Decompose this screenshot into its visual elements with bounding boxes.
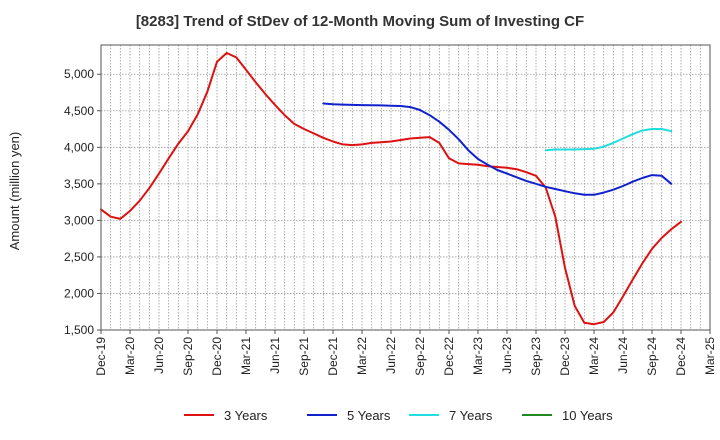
x-tick-label: Dec-22	[442, 337, 456, 376]
legend-label-7-years: 7 Years	[449, 408, 493, 423]
plot-series	[100, 52, 682, 326]
x-tick-label: Mar-21	[239, 337, 253, 375]
y-axis-label: Amount (million yen)	[7, 132, 22, 251]
y-tick-label: 4,000	[64, 140, 94, 154]
x-tick-label: Jun-24	[616, 337, 630, 374]
x-tick-label: Jun-22	[384, 337, 398, 374]
grid	[101, 45, 710, 331]
legend-label-5-years: 5 Years	[347, 408, 391, 423]
series-line-3-years	[100, 52, 682, 326]
y-tick-label: 5,000	[64, 67, 94, 81]
chart-title: [8283] Trend of StDev of 12-Month Moving…	[136, 13, 584, 30]
y-tick-label: 4,500	[64, 104, 94, 118]
x-tick-label: Sep-21	[297, 337, 311, 376]
legend-label-3-years: 3 Years	[224, 408, 268, 423]
x-tick-label: Sep-20	[181, 337, 195, 376]
y-tick-label: 3,000	[64, 213, 94, 227]
x-tick-label: Jun-20	[152, 337, 166, 374]
x-tick-label: Mar-25	[703, 337, 717, 375]
x-tick-label: Jun-23	[500, 337, 514, 374]
x-tick-label: Dec-23	[558, 337, 572, 376]
x-tick-label: Mar-24	[587, 337, 601, 375]
x-tick-label: Sep-22	[413, 337, 427, 376]
series-line-7-years	[544, 128, 673, 152]
x-tick-label: Dec-24	[674, 337, 688, 376]
legend: 3 Years 5 Years 7 Years 10 Years	[184, 408, 613, 423]
legend-label-10-years: 10 Years	[562, 408, 613, 423]
series-line-5-years	[322, 102, 673, 196]
y-axis-ticks: 1,500 2,000 2,500 3,000 3,500 4,000 4,500 5,000	[64, 67, 101, 337]
x-axis-ticks: Dec-19 Mar-20 Jun-20 Sep-20 Dec-20 Mar-21 Jun-…	[94, 330, 717, 376]
x-tick-label: Mar-20	[123, 337, 137, 375]
y-tick-label: 3,500	[64, 177, 94, 191]
plot-frame	[100, 44, 711, 331]
x-tick-label: Mar-22	[355, 337, 369, 375]
x-tick-label: Dec-20	[210, 337, 224, 376]
x-tick-label: Sep-24	[645, 337, 659, 376]
x-tick-label: Jun-21	[268, 337, 282, 374]
y-tick-label: 2,000	[64, 286, 94, 300]
plot-area-border	[100, 44, 711, 331]
x-tick-label: Dec-21	[326, 337, 340, 376]
x-tick-label: Sep-23	[529, 337, 543, 376]
x-tick-label: Dec-19	[94, 337, 108, 376]
x-tick-label: Mar-23	[471, 337, 485, 375]
y-tick-label: 2,500	[64, 250, 94, 264]
y-tick-label: 1,500	[64, 323, 94, 337]
